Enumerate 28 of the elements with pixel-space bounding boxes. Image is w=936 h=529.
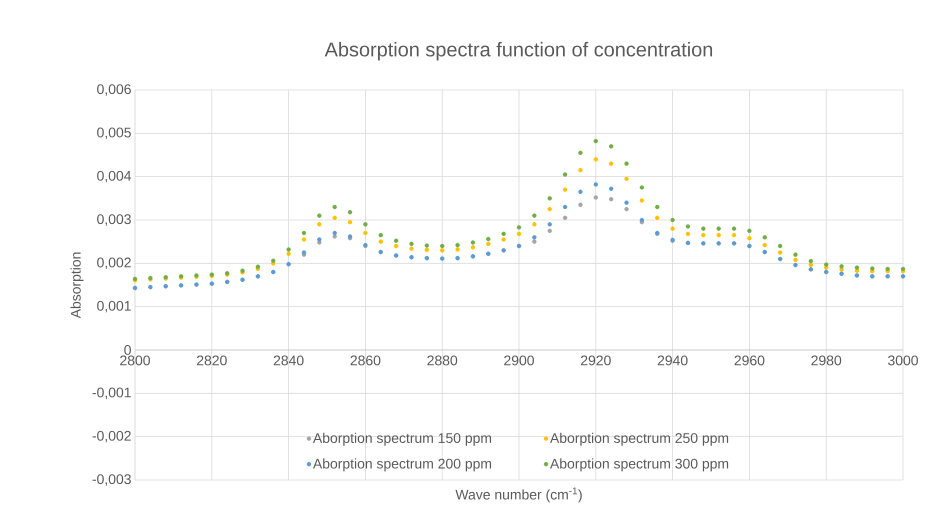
legend-label: Aborption spectrum 300 ppm xyxy=(550,458,728,472)
x-tick-label: 2940 xyxy=(658,355,688,366)
y-tick-label: 0,004 xyxy=(97,170,132,182)
y-tick-label: 0,001 xyxy=(97,300,131,312)
x-tick-label: 2800 xyxy=(120,355,150,366)
y-tick-label: -0,003 xyxy=(92,474,131,486)
x-tick-label: 2880 xyxy=(427,355,458,366)
y-tick-label: 0 xyxy=(124,345,131,355)
y-tick-label: 0,005 xyxy=(97,128,131,140)
x-tick-label: 2820 xyxy=(196,355,227,366)
legend-label: Aborption spectrum 150 ppm xyxy=(312,432,492,446)
x-tick-label: 2900 xyxy=(504,355,534,366)
chart-title: Absorption spectra function of concentration xyxy=(324,42,712,60)
x-tick-label: 2840 xyxy=(274,355,304,366)
y-tick-label: 0,003 xyxy=(97,214,131,226)
y-tick-label: -0,001 xyxy=(92,388,131,400)
y-tick-label: 0,002 xyxy=(97,258,131,270)
y-tick-label: 0,006 xyxy=(97,84,131,96)
legend-label: Aborption spectrum 200 ppm xyxy=(312,458,492,472)
y-axis-title: Absorption xyxy=(70,252,84,318)
legend-label: Aborption spectrum 250 ppm xyxy=(550,432,728,446)
x-tick-label: 2960 xyxy=(734,355,764,366)
x-axis-title: Wave number (cm$^{-1}$) xyxy=(455,488,582,502)
x-tick-label: 2980 xyxy=(811,355,842,366)
x-tick-label: 2860 xyxy=(350,355,380,366)
x-tick-label: 2920 xyxy=(580,355,611,366)
y-tick-label: -0,002 xyxy=(92,430,131,442)
x-tick-label: 3000 xyxy=(888,355,918,366)
